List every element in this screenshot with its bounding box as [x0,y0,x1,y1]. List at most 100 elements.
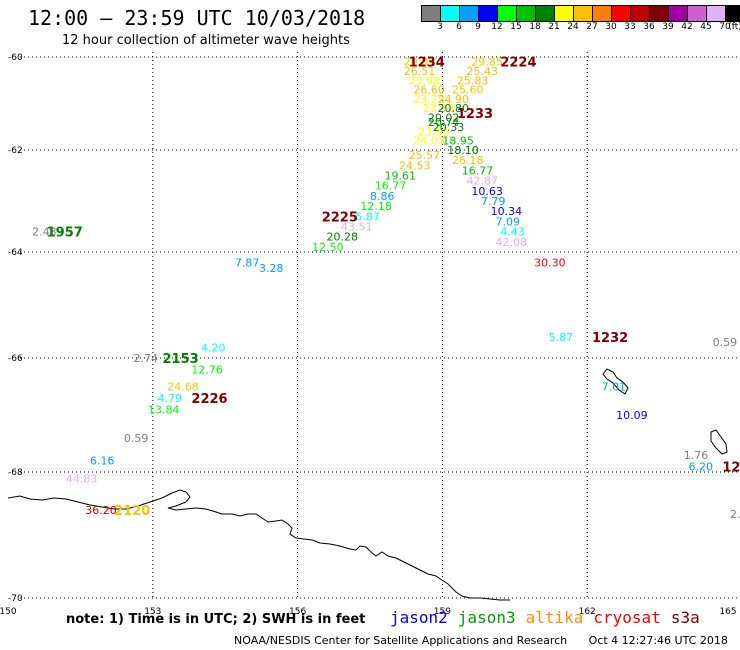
graticule [20,52,740,600]
wave-height-label: 26.51 [404,65,436,78]
map-title: 12:00 – 23:59 UTC 10/03/2018 [28,6,366,30]
island-outline-2 [710,429,728,455]
legend-swatch [726,6,740,21]
edge-wave-label: 2.4 [730,508,740,521]
wave-height-label: 4.20 [201,341,226,354]
coastline [7,368,728,601]
wave-height-label: 23.33 [423,102,455,115]
wave-height-label: 1.76 [684,449,709,462]
wave-height-label: 0.59 [713,336,738,349]
wave-height-label: 26.60 [413,84,445,97]
legend-bin-label: 70 [719,22,731,32]
wave-height-label: 20.33 [433,121,465,134]
legend-swatch [650,6,669,21]
longitude-tick-label: 159 [434,607,451,617]
legend-swatch [536,6,555,21]
wave-height-label: 44.83 [66,472,98,485]
wave-height-label: 16.77 [462,164,494,177]
footer-note: note: 1) Time is in UTC; 2) SWH is in fe… [66,612,366,627]
longitude-tick-label: 150 [0,607,17,617]
legend-bin-label: 18 [529,22,541,32]
wave-height-label: 23.25 [413,93,445,106]
latitude-tick-label: -64 [8,248,23,258]
wave-height-label: 20.02 [428,111,460,124]
wave-height-label: 24.03 [413,135,445,148]
pass-time-label: 1232 [592,331,628,346]
wave-height-label: 20.74 [428,116,460,129]
legend-bin-label: 12 [491,22,503,32]
latitude-tick-label: -66 [8,354,23,364]
longitude-tick-label: 156 [289,607,306,617]
wave-height-label: 36.20 [85,504,117,517]
pass-time-label: 1957 [47,226,83,241]
wave-height-label: 6.20 [689,460,714,473]
pass-time-label: 1234 [409,56,445,71]
longitude-tick-label: 153 [144,607,161,617]
pass-time-labels: 1234 2224 1233 2225 1957 1232 2153 2226 2120 12 [47,56,740,519]
longitude-tick-label: 165 [719,607,736,617]
map-subtitle: 12 hour collection of altimeter wave hei… [62,33,350,48]
wave-height-label: 25.60 [452,84,484,97]
wave-height-label: 30.30 [534,257,566,270]
wave-height-label: 3.28 [259,262,284,275]
wave-height-label: 20.28 [327,231,359,244]
legend-bin-label: 15 [510,22,522,32]
satellite-legend-entry: jason2 [390,608,448,627]
pass-time-label: 1233 [457,107,493,122]
credit-text: NOAA/NESDIS Center for Satellite Applica… [234,634,568,647]
color-scale-legend [421,5,740,22]
generated-timestamp: Oct 4 12:27:46 UTC 2018 [588,634,728,647]
legend-bin-label: 30 [605,22,617,32]
latitude-tick-label: -60 [8,53,23,63]
wave-height-label: 4.79 [158,392,183,405]
legend-bin-label: 39 [662,22,674,32]
wave-height-label: 2.74 [133,352,158,365]
wave-height-label: 25.43 [467,65,499,78]
wave-height-label: 16.77 [375,180,407,193]
wave-height-label: 25.57 [409,149,441,162]
legend-bin-label: 6 [456,22,462,32]
wave-height-labels: 29.0926.5123.9826.6023.2523.3320.0220.74… [32,56,737,517]
pass-time-label: 2153 [162,352,198,367]
wave-height-label: 12.76 [191,363,223,376]
wave-height-label: 23.98 [409,74,441,87]
wave-height-label: 8.86 [370,190,395,203]
wave-height-label: 23.95 [418,125,450,138]
legend-swatch [669,6,688,21]
legend-swatch [688,6,707,21]
wave-height-label: 25.83 [457,74,489,87]
wave-height-label: 24.90 [438,93,470,106]
latitude-tick-label: -70 [8,594,23,604]
axis-tick-labels: 150 153 156 159 162 165 -60 -62 -64 -66 -68 -70 [0,53,737,617]
wave-height-label: 29.09 [404,56,436,69]
latitude-tick-label: -62 [8,146,23,156]
legend-swatch [460,6,479,21]
legend-swatch [612,6,631,21]
wave-height-label: 18.10 [447,144,479,157]
satellite-legend: jason2 jason3 altika cryosat s3a [390,608,710,627]
wave-height-label: 10.63 [471,185,503,198]
wave-height-label: 7.01 [602,381,627,394]
island-outline-1 [602,368,629,395]
wave-height-label: 12.18 [360,200,392,213]
legend-unit: (ft) [728,22,740,32]
wave-height-label: 10.34 [491,205,522,218]
wave-height-label: 7.09 [495,215,520,228]
wave-height-label: 42.08 [495,236,527,249]
legend-bin-label: 21 [548,22,560,32]
wave-height-label: 24.68 [167,381,199,394]
legend-bin-label: 36 [643,22,655,32]
wave-height-label: 24.53 [399,159,431,172]
legend-swatch [498,6,517,21]
legend-swatch [707,6,726,21]
wave-height-label: 5.87 [549,331,574,344]
latitude-tick-label: -68 [8,468,23,478]
pass-time-label: 2120 [114,504,150,519]
satellite-legend-entry: cryosat [593,608,661,627]
legend-swatch [593,6,612,21]
wave-height-label: 43.51 [341,221,373,234]
legend-swatch [555,6,574,21]
pass-time-label: 2224 [500,56,536,71]
